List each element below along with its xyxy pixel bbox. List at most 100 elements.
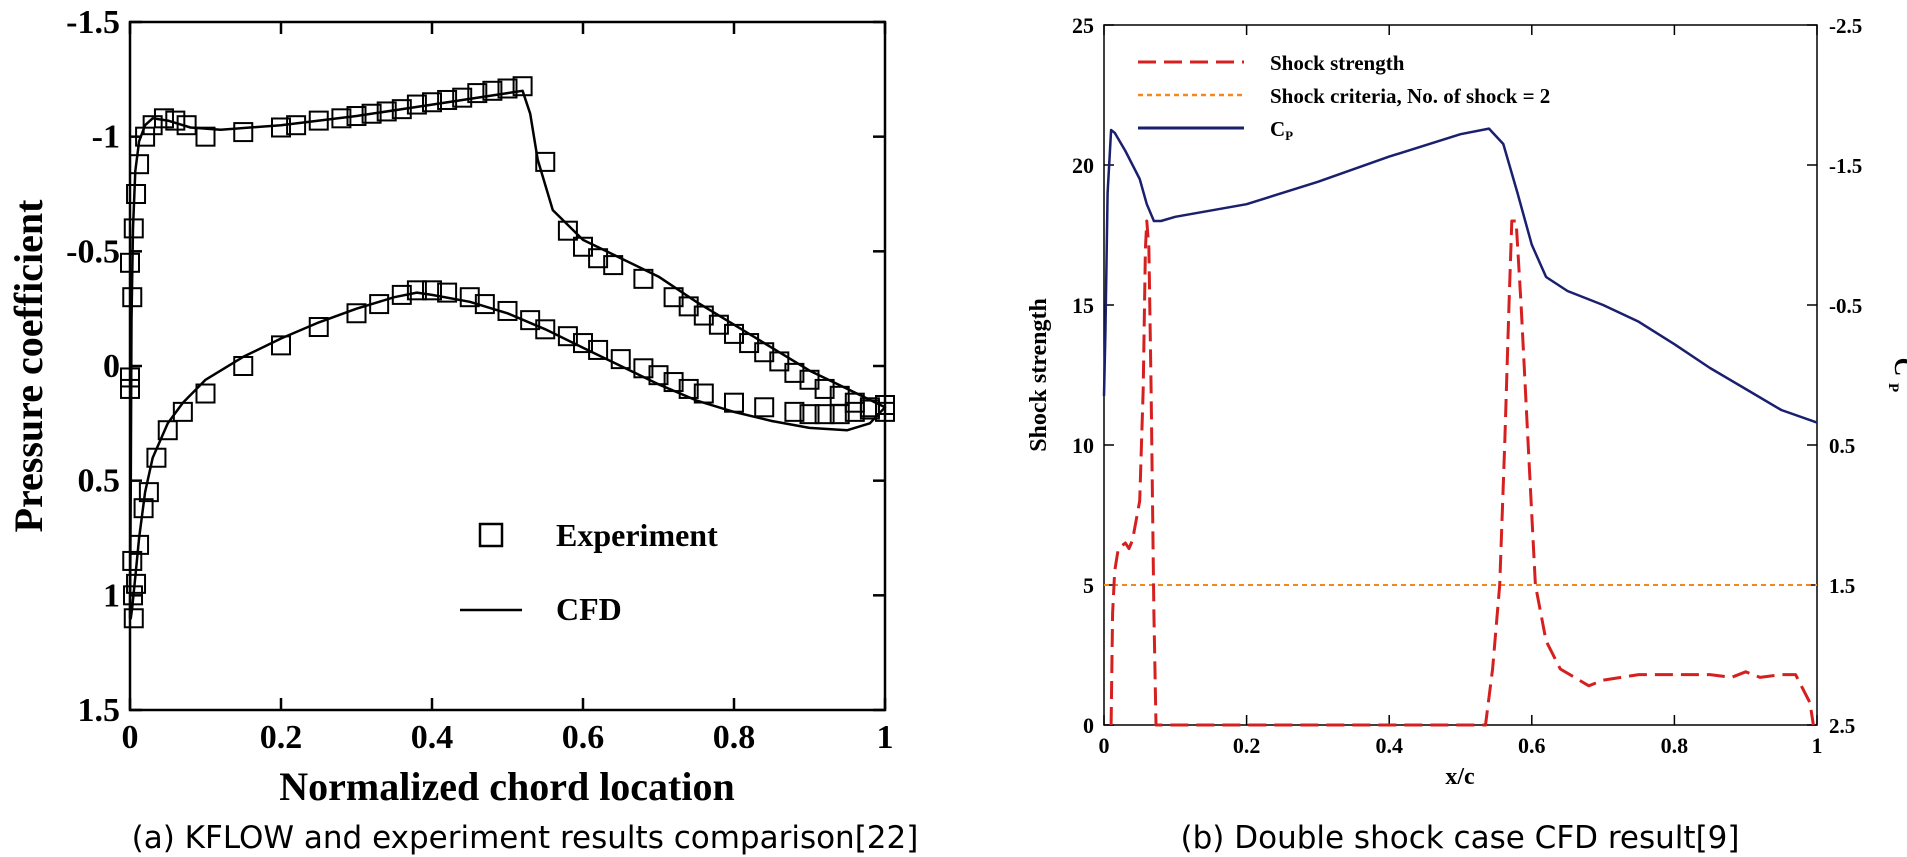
legend-shock-label: Shock strength (1270, 51, 1405, 75)
chart-b-y2-ticks: 2.5 1.5 0.5 -0.5 -1.5 -2.5 (1807, 14, 1862, 738)
experiment-point (459, 287, 480, 308)
legend-criteria-label: Shock criteria, No. of shock = 2 (1270, 84, 1550, 108)
experiment-point (123, 608, 144, 629)
experiment-point (391, 99, 412, 120)
experiment-point (610, 349, 631, 370)
chart-b-series (1102, 127, 1818, 727)
caption-a: (a) KFLOW and experiment results compari… (132, 820, 919, 856)
experiment-point (176, 115, 197, 136)
experiment-point (271, 117, 291, 138)
y-tick-label: 0 (103, 348, 120, 385)
experiment-point (308, 110, 329, 131)
legend-cfd-label: CFD (556, 591, 622, 627)
shock-strength-line (1109, 219, 1815, 727)
x-tick-label: 0.6 (562, 719, 605, 756)
chart-b-frame (1103, 24, 1818, 726)
y-tick-label: -0.5 (66, 233, 120, 270)
y-tick-label: 25 (1072, 13, 1094, 38)
experiment-point (135, 126, 156, 147)
chart-a-x-axis-label: Normalized chord location (279, 764, 735, 809)
chart-b-y-axis-label: Shock strength (1026, 298, 1052, 452)
x-tick-label: 0.6 (1518, 733, 1546, 758)
experiment-point (754, 397, 775, 418)
experiment-point (497, 300, 518, 321)
experiment-point (142, 115, 163, 136)
experiment-point (172, 401, 193, 422)
y2-tick-label: 1.5 (1829, 574, 1855, 598)
experiment-point (422, 92, 442, 113)
experiment-point (512, 76, 533, 97)
experiment-point (535, 319, 556, 340)
chart-b-x-axis-label: x/c (1445, 764, 1475, 790)
experiment-point (361, 103, 382, 124)
experiment-point (123, 218, 144, 239)
experiment-point (437, 282, 458, 303)
experiment-point (195, 126, 216, 147)
experiment-point (286, 115, 307, 136)
experiment-point (157, 420, 178, 441)
experiment-point (474, 294, 495, 315)
y2-tick-label: -2.5 (1829, 14, 1862, 38)
experiment-point (875, 401, 895, 422)
experiment-point (557, 326, 578, 347)
experiment-point (308, 317, 329, 338)
experiment-point (693, 383, 714, 404)
experiment-point (588, 248, 609, 269)
y-tick-label: -1.5 (66, 4, 120, 41)
chart-a-x-ticks: 0 0.2 0.4 0.6 0.8 1 (122, 22, 894, 756)
experiment-point (122, 550, 143, 571)
legend-cp-label: CP (1270, 117, 1293, 143)
experiment-point (648, 365, 669, 386)
y-tick-label: 15 (1072, 293, 1094, 318)
experiment-point (844, 401, 865, 422)
experiment-point (346, 303, 367, 324)
experiment-point (784, 401, 805, 422)
experiment-point (120, 378, 140, 399)
experiment-point (573, 236, 593, 257)
y-tick-label: 0 (1083, 713, 1094, 738)
experiment-point (814, 378, 835, 399)
experiment-point (369, 294, 390, 315)
y2-tick-label: 0.5 (1829, 434, 1855, 458)
experiment-point (859, 399, 880, 420)
experiment-point (126, 184, 147, 204)
experiment-point (195, 383, 216, 404)
x-tick-label: 0.2 (260, 719, 303, 756)
experiment-point (784, 362, 805, 383)
experiment-point (120, 252, 140, 273)
experiment-point (603, 255, 624, 276)
y-tick-label: 5 (1083, 573, 1094, 598)
y-tick-label: 20 (1072, 153, 1094, 178)
y2-tick-label: -1.5 (1829, 154, 1862, 178)
cp-line (1102, 127, 1818, 424)
experiment-point (376, 101, 397, 122)
experiment-point (331, 108, 352, 129)
experiment-point (391, 284, 412, 305)
y-tick-label: 1.5 (78, 692, 121, 729)
experiment-point (233, 122, 254, 143)
experiment-point (573, 333, 593, 354)
experiment-point (406, 94, 427, 115)
chart-a-y-axis-label: Pressure coefficient (6, 199, 51, 533)
experiment-point (120, 367, 140, 388)
experiment-point (406, 280, 427, 301)
experiment-point (724, 392, 744, 413)
chart-a-legend: Experiment CFD (460, 517, 718, 627)
x-tick-label: 0.4 (411, 719, 454, 756)
experiment-point (146, 447, 167, 468)
experiment-point (346, 106, 367, 127)
chart-b-y2-axis-label: C P (1885, 358, 1907, 393)
cfd-series-line (128, 89, 887, 620)
experiment-point (814, 404, 835, 425)
experiment-point (126, 573, 147, 594)
chart-b-legend: Shock strength Shock criteria, No. of sh… (1138, 51, 1550, 143)
experiment-point (535, 151, 556, 172)
experiment-point (633, 358, 654, 379)
y2-label-c: C (1889, 358, 1907, 377)
y-tick-label: 1 (103, 577, 120, 614)
experiment-point (633, 268, 654, 289)
experiment-point (663, 372, 684, 393)
y-tick-label: 0.5 (78, 463, 121, 500)
chart-b: 0 5 10 15 20 25 2.5 1.5 0.5 -0.5 -1.5 -2.5 0 0.2 0.4… (1026, 13, 1907, 856)
experiment-point (129, 154, 150, 175)
